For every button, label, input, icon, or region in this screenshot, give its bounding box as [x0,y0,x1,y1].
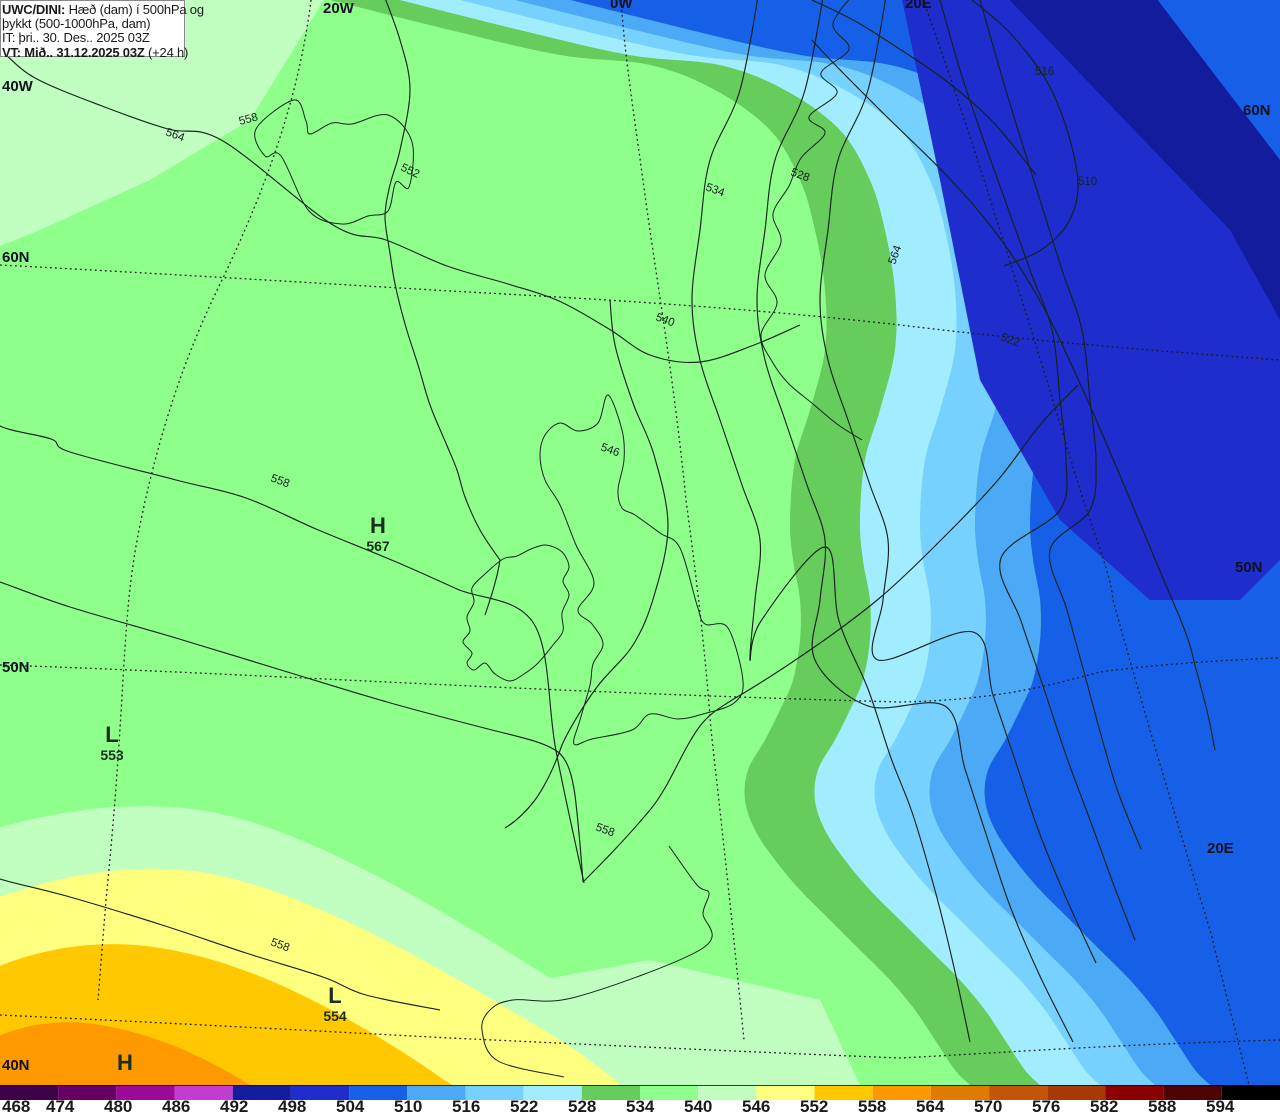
svg-text:474: 474 [46,1097,75,1115]
svg-text:582: 582 [1090,1097,1118,1115]
svg-text:516: 516 [452,1097,480,1115]
svg-text:498: 498 [278,1097,306,1115]
svg-text:0W: 0W [610,0,633,12]
svg-text:522: 522 [510,1097,538,1115]
svg-text:L: L [328,983,341,1008]
svg-text:516: 516 [1035,66,1054,78]
svg-text:576: 576 [1032,1097,1060,1115]
svg-text:552: 552 [800,1097,828,1115]
svg-text:492: 492 [220,1097,248,1115]
svg-text:546: 546 [742,1097,770,1115]
svg-text:558: 558 [858,1097,886,1115]
svg-text:528: 528 [568,1097,596,1115]
svg-text:40N: 40N [2,1057,30,1074]
svg-text:553: 553 [100,747,124,763]
svg-text:486: 486 [162,1097,190,1115]
svg-text:20E: 20E [1207,840,1234,857]
svg-text:504: 504 [336,1097,365,1115]
svg-text:20W: 20W [323,0,355,17]
svg-text:510: 510 [394,1097,422,1115]
svg-text:L: L [105,722,118,747]
svg-text:534: 534 [626,1097,655,1115]
svg-text:540: 540 [684,1097,712,1115]
svg-text:594: 594 [1206,1097,1235,1115]
svg-text:20E: 20E [905,0,932,12]
svg-text:564: 564 [916,1097,945,1115]
svg-text:588: 588 [1148,1097,1176,1115]
svg-text:567: 567 [366,538,390,554]
svg-text:50N: 50N [2,659,30,676]
svg-text:60N: 60N [2,249,30,266]
svg-text:H: H [117,1050,133,1075]
svg-text:468: 468 [2,1097,30,1115]
svg-text:480: 480 [104,1097,132,1115]
svg-text:554: 554 [323,1008,347,1024]
svg-text:570: 570 [974,1097,1002,1115]
svg-text:H: H [370,513,386,538]
svg-text:60N: 60N [1243,102,1271,119]
svg-text:510: 510 [1078,176,1097,188]
svg-text:50N: 50N [1235,559,1263,576]
svg-text:40W: 40W [2,78,34,95]
